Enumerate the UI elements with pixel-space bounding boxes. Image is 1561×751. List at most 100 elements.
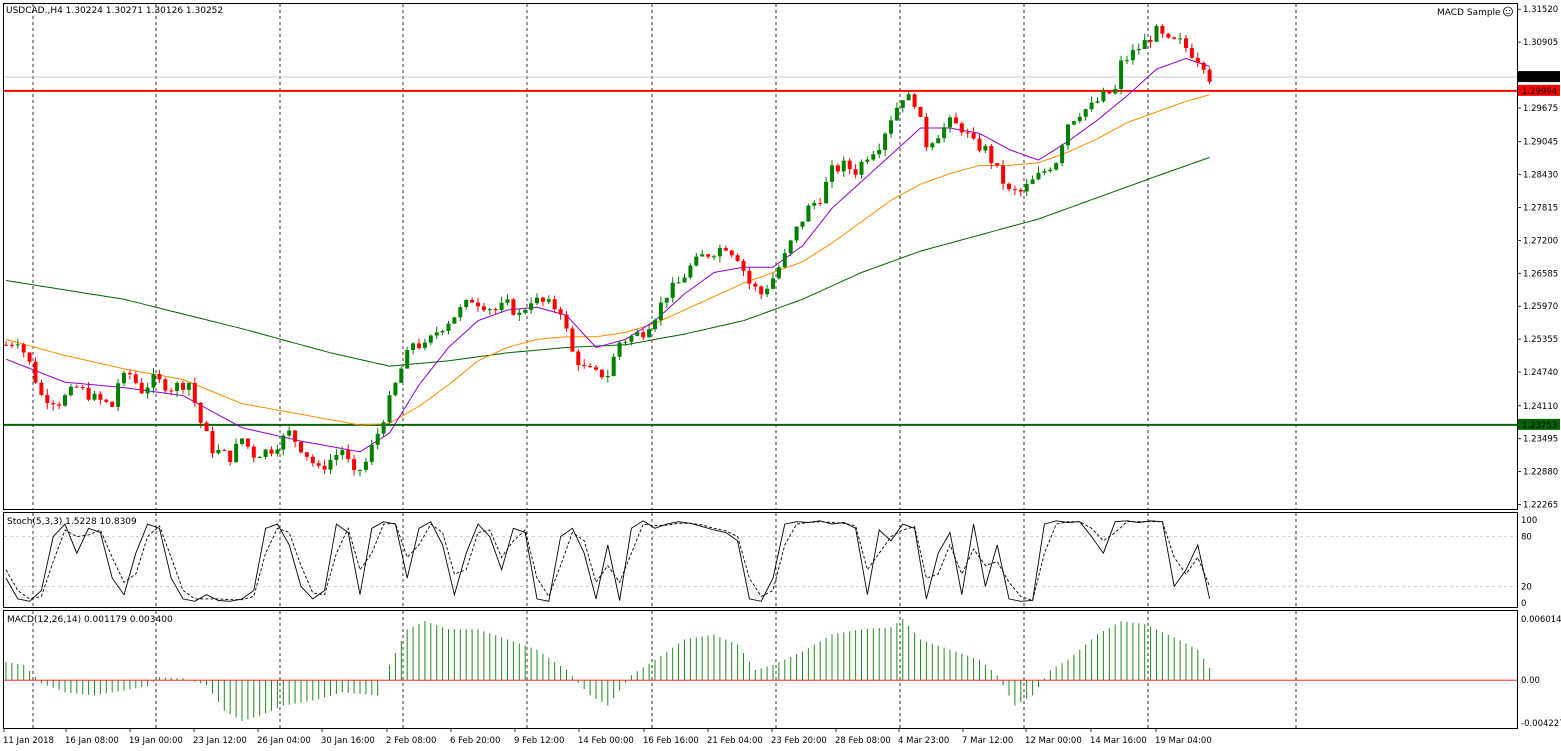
candle-body	[942, 127, 947, 139]
level-price-label: 1.23753	[1522, 421, 1557, 431]
candle-body	[1066, 124, 1070, 146]
stoch-tick-label: 80	[1521, 533, 1532, 543]
candle-body	[788, 240, 793, 254]
candle-body	[122, 372, 126, 384]
candle-body	[552, 299, 557, 310]
price-pane-frame	[3, 3, 1518, 510]
candle-body	[186, 382, 191, 390]
candle-body	[1136, 48, 1141, 51]
time-tick-label: 4 Mar 23:00	[898, 736, 949, 746]
candle-body	[51, 403, 56, 405]
candle-body	[1054, 163, 1059, 170]
candle-body	[924, 116, 929, 148]
candle-body	[688, 265, 693, 278]
candle-body	[405, 350, 410, 369]
candle-body	[21, 344, 26, 353]
price-tick-label: 1.22880	[1523, 468, 1558, 478]
candle-body	[623, 341, 628, 343]
candle-body	[1018, 189, 1023, 192]
candle-body	[765, 288, 770, 295]
candle-body	[458, 307, 463, 318]
candle-body	[953, 117, 958, 124]
candle-body	[594, 367, 598, 370]
candle-body	[617, 342, 622, 357]
candle-body	[163, 379, 168, 391]
candle-body	[794, 226, 799, 241]
candle-body	[210, 431, 215, 454]
time-tick-label: 11 Jan 2018	[3, 736, 54, 746]
candle-body	[251, 446, 256, 458]
candle-body	[694, 256, 699, 266]
macd-label: MACD(12,26,14) 0.001179 0.003400	[7, 615, 173, 625]
candle-body	[505, 299, 510, 303]
candle-body	[658, 302, 663, 321]
candle-body	[965, 132, 970, 134]
candle-body	[440, 330, 445, 333]
current-price-label: 1.30252	[1522, 73, 1557, 83]
price-tick-label: 1.25970	[1523, 302, 1558, 312]
candle-body	[818, 202, 823, 204]
candle-body	[835, 165, 840, 172]
candle-body	[228, 450, 233, 463]
price-tick-label: 1.30905	[1523, 38, 1558, 48]
candle-body	[57, 404, 62, 406]
candle-body	[841, 160, 846, 172]
time-tick-label: 6 Feb 20:00	[450, 736, 500, 746]
candle-body	[411, 343, 416, 351]
price-tick-label: 1.29045	[1523, 138, 1558, 148]
candle-body	[653, 320, 657, 330]
candle-body	[240, 438, 244, 444]
candle-body	[1089, 102, 1094, 110]
candle-body	[1030, 179, 1035, 184]
candle-body	[375, 433, 380, 445]
candle-body	[564, 314, 569, 329]
smiley-icon[interactable]	[1503, 6, 1513, 17]
candle-body	[1119, 60, 1124, 89]
candle-body	[334, 454, 339, 460]
candle-body	[706, 254, 711, 257]
price-tick-label: 1.22265	[1523, 501, 1558, 511]
candle-body	[1154, 25, 1159, 42]
candle-body	[747, 270, 752, 284]
time-tick-label: 16 Feb 16:00	[643, 736, 699, 746]
candle-body	[464, 299, 469, 308]
time-tick-label: 14 Mar 16:00	[1090, 736, 1147, 746]
candle-body	[1184, 38, 1188, 49]
level-price-tag	[1518, 418, 1560, 430]
price-tick-label: 1.23495	[1523, 435, 1558, 445]
candle-body	[1178, 38, 1183, 40]
candle-body	[487, 309, 492, 311]
candle-body	[859, 161, 864, 175]
stoch-tick-label: 0	[1521, 599, 1526, 609]
candle-body	[700, 254, 705, 257]
candle-body	[641, 332, 646, 338]
candle-body	[293, 430, 298, 442]
candle-body	[517, 312, 522, 315]
candle-body	[753, 283, 758, 287]
candle-body	[1107, 91, 1112, 94]
candle-body	[399, 368, 404, 383]
moving-averages	[5, 57, 1210, 453]
candle-body	[1148, 39, 1153, 42]
candle-body	[328, 459, 333, 470]
time-tick-label: 23 Feb 20:00	[771, 736, 827, 746]
candle-body	[741, 261, 746, 271]
candle-body	[222, 449, 227, 451]
candle-body	[204, 422, 209, 432]
candle-body	[712, 256, 716, 258]
candle-body	[830, 165, 834, 182]
candle-body	[446, 323, 451, 331]
candle-body	[558, 309, 563, 315]
stoch-pane-frame	[3, 512, 1518, 608]
candle-body	[1060, 145, 1065, 164]
candle-body	[428, 335, 433, 343]
stoch-tick-label: 100	[1521, 516, 1537, 526]
chart-header-symbol: USDCAD.,H4 1.30224 1.30271 1.30126 1.302…	[6, 6, 223, 16]
candle-body	[570, 328, 575, 352]
time-tick-label: 30 Jan 16:00	[321, 736, 375, 746]
candle-body	[900, 100, 905, 108]
candle-body	[930, 143, 935, 148]
candle-body	[948, 117, 952, 128]
candle-body	[340, 450, 345, 455]
